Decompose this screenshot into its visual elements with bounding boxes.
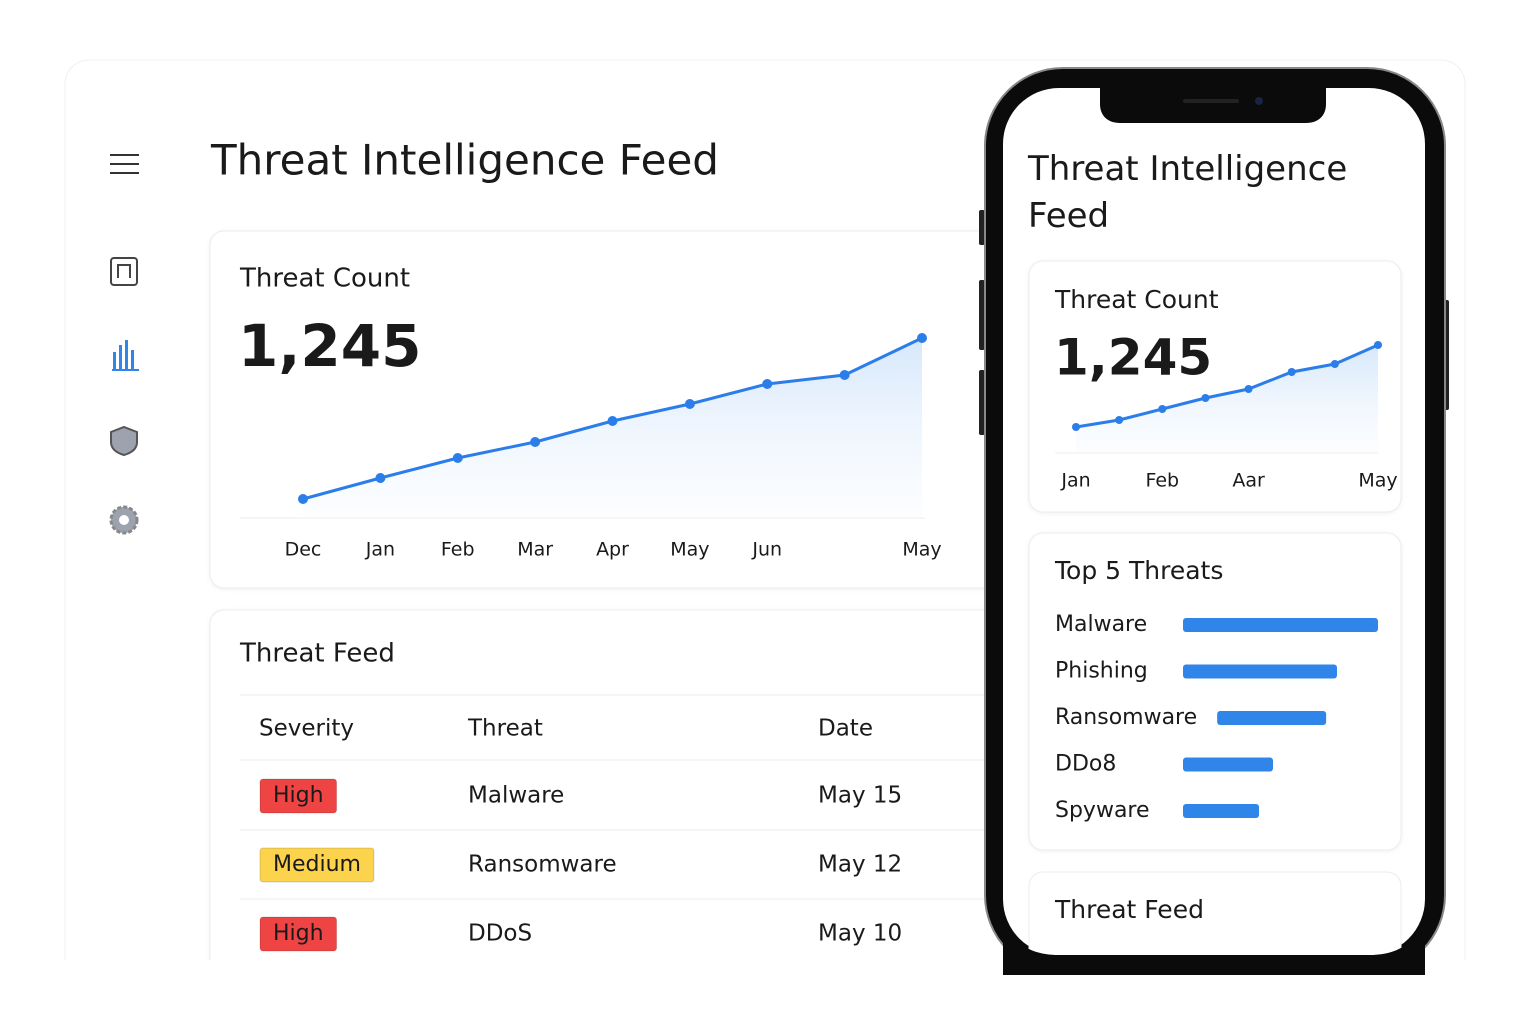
bar-label: Spyware — [1055, 798, 1150, 823]
bar — [1183, 664, 1337, 679]
page-title: Threat Intelligence Feed — [210, 136, 719, 185]
threat-date: May 12 — [818, 852, 902, 878]
x-tick-label: May — [670, 539, 709, 561]
severity-badge-text: High — [273, 783, 324, 808]
point — [1330, 360, 1339, 368]
x-tick-label: Jan — [1060, 470, 1090, 492]
x-tick-label: Feb — [1145, 470, 1179, 492]
bar — [1183, 804, 1259, 818]
point — [1158, 405, 1167, 413]
card-title: Threat Feed — [239, 639, 395, 669]
column-header: Severity — [259, 716, 354, 742]
point — [607, 416, 618, 426]
bar-label: Ransomware — [1055, 705, 1197, 730]
x-tick-label: Feb — [441, 539, 475, 561]
threat-count-value: 1,245 — [1054, 329, 1212, 387]
severity-badge — [259, 916, 338, 952]
threat-date: May 15 — [818, 783, 902, 809]
area — [1076, 345, 1378, 453]
chart-icon[interactable] — [112, 340, 139, 371]
bar — [1183, 618, 1378, 632]
bar — [1217, 711, 1327, 725]
x-tick-label: Jun — [751, 539, 782, 561]
x-tick-label: May — [902, 539, 941, 561]
point — [917, 333, 927, 343]
severity-badge — [259, 778, 338, 814]
column-header: Date — [818, 716, 873, 742]
point — [530, 437, 541, 447]
phone-button — [979, 280, 985, 350]
x-tick-label: Mar — [517, 539, 553, 561]
point — [1374, 341, 1382, 349]
settings-icon[interactable] — [109, 505, 139, 535]
threat-date: May 10 — [818, 921, 902, 947]
point — [1287, 368, 1296, 376]
severity-badge — [259, 847, 375, 883]
point — [762, 379, 773, 389]
threat-name: DDoS — [468, 921, 532, 947]
phone-bezel-bottom — [1003, 900, 1425, 975]
column-header: Threat — [467, 716, 543, 742]
threat-name: Malware — [468, 783, 564, 809]
x-tick-label: May — [1358, 470, 1397, 492]
point — [298, 494, 308, 504]
phone-speaker — [1183, 99, 1239, 103]
point — [839, 370, 850, 380]
phone-notch — [1100, 88, 1326, 123]
bar-label: DDo8 — [1055, 752, 1116, 777]
x-tick-label: Aar — [1232, 470, 1265, 492]
line — [1075, 343, 1379, 429]
threat-name: Ransomware — [468, 852, 617, 878]
bar-label: Malware — [1055, 612, 1147, 637]
phone-camera — [1255, 97, 1263, 105]
point — [452, 453, 463, 463]
mobile-title: Threat Intelligence Feed — [1028, 149, 1348, 236]
menu-icon[interactable] — [110, 154, 139, 174]
card-title: Threat Count — [1054, 285, 1219, 314]
shield-icon[interactable] — [110, 425, 138, 457]
dashboard-icon[interactable] — [110, 257, 138, 286]
phone-button — [979, 370, 985, 435]
point — [1201, 394, 1210, 402]
severity-badge-text: Medium — [273, 852, 361, 877]
point — [1244, 385, 1253, 393]
x-tick-label: Dec — [285, 539, 322, 561]
x-tick-label: Jan — [365, 539, 395, 561]
card-title: Threat Count — [239, 264, 410, 294]
card-title: Top 5 Threats — [1054, 556, 1223, 585]
threat-count-value: 1,245 — [238, 312, 421, 380]
point — [375, 473, 386, 483]
phone-button — [979, 210, 985, 245]
severity-badge-text: High — [273, 921, 324, 946]
top-threats-card — [1028, 532, 1402, 851]
point — [1115, 416, 1124, 424]
area — [303, 338, 922, 518]
bar — [1183, 757, 1273, 772]
card-title: Threat Feed — [1054, 895, 1204, 924]
bar-label: Phishing — [1055, 659, 1148, 684]
x-tick-label: Apr — [596, 539, 629, 561]
point — [684, 399, 695, 409]
point — [1072, 423, 1080, 431]
